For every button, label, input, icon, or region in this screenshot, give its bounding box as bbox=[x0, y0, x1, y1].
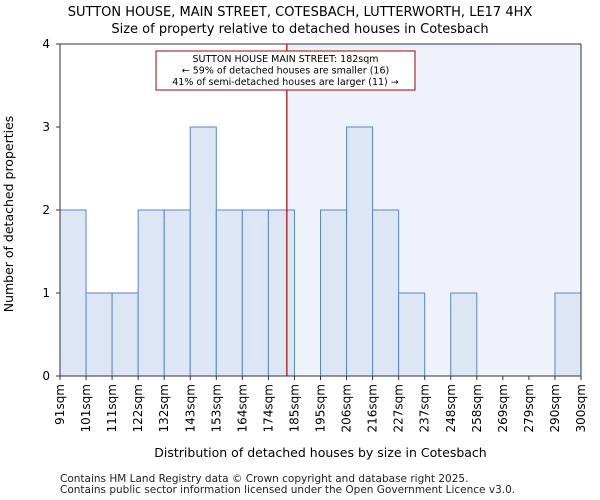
footer-line-2: Contains public sector information licen… bbox=[60, 484, 516, 496]
bar-111sqm bbox=[111, 292, 139, 377]
x-axis-label: Distribution of detached houses by size … bbox=[154, 445, 486, 460]
annotation-box bbox=[155, 50, 416, 91]
y-tick-label-3: 3 bbox=[42, 120, 50, 134]
x-tick-label-227sqm: 227sqm bbox=[392, 384, 406, 432]
annotation-line-3: 41% of semi-detached houses are larger (… bbox=[172, 77, 399, 88]
x-tick-label-132sqm: 132sqm bbox=[157, 384, 171, 432]
y-tick-label-1: 1 bbox=[42, 286, 50, 300]
bar-122sqm bbox=[137, 209, 165, 377]
bar-132sqm bbox=[163, 209, 191, 377]
y-tick-label-4: 4 bbox=[42, 37, 50, 51]
x-tick-label-111sqm: 111sqm bbox=[105, 384, 119, 432]
annotation-line-2: ← 59% of detached houses are smaller (16… bbox=[182, 66, 389, 77]
bar-195sqm bbox=[320, 209, 348, 377]
x-tick-label-101sqm: 101sqm bbox=[79, 384, 93, 432]
bar-101sqm bbox=[85, 292, 113, 377]
x-tick-label-300sqm: 300sqm bbox=[574, 384, 588, 432]
x-tick-label-164sqm: 164sqm bbox=[235, 384, 249, 432]
bar-174sqm bbox=[267, 209, 295, 377]
chart-subtitle: Size of property relative to detached ho… bbox=[111, 22, 489, 37]
y-tick-label-2: 2 bbox=[42, 203, 50, 217]
bar-248sqm bbox=[450, 292, 478, 377]
x-tick-label-91sqm: 91sqm bbox=[53, 384, 67, 425]
x-tick-label-290sqm: 290sqm bbox=[548, 384, 562, 432]
chart-title: SUTTON HOUSE, MAIN STREET, COTESBACH, LU… bbox=[67, 5, 533, 20]
y-tick-label-0: 0 bbox=[42, 369, 50, 383]
footer-line-1: Contains HM Land Registry data © Crown c… bbox=[60, 473, 469, 485]
x-tick-label-269sqm: 269sqm bbox=[496, 384, 510, 432]
annotation-line-1: SUTTON HOUSE MAIN STREET: 182sqm bbox=[192, 54, 378, 65]
x-tick-label-248sqm: 248sqm bbox=[444, 384, 458, 432]
x-tick-label-258sqm: 258sqm bbox=[470, 384, 484, 432]
x-tick-label-195sqm: 195sqm bbox=[314, 384, 328, 432]
bar-216sqm bbox=[372, 209, 400, 377]
bar-206sqm bbox=[346, 126, 374, 377]
bar-153sqm bbox=[215, 209, 243, 377]
x-tick-label-185sqm: 185sqm bbox=[287, 384, 301, 432]
x-tick-label-174sqm: 174sqm bbox=[261, 384, 275, 432]
x-tick-label-237sqm: 237sqm bbox=[418, 384, 432, 432]
bar-143sqm bbox=[189, 126, 217, 377]
bar-164sqm bbox=[241, 209, 269, 377]
x-tick-label-153sqm: 153sqm bbox=[209, 384, 223, 432]
bar-227sqm bbox=[398, 292, 426, 377]
x-tick-label-216sqm: 216sqm bbox=[366, 384, 380, 432]
x-tick-label-143sqm: 143sqm bbox=[183, 384, 197, 432]
x-tick-label-206sqm: 206sqm bbox=[340, 384, 354, 432]
bar-290sqm bbox=[554, 292, 582, 377]
bar-91sqm bbox=[59, 209, 87, 377]
y-axis-label: Number of detached properties bbox=[1, 116, 16, 313]
x-tick-label-122sqm: 122sqm bbox=[131, 384, 145, 432]
x-tick-label-279sqm: 279sqm bbox=[522, 384, 536, 432]
